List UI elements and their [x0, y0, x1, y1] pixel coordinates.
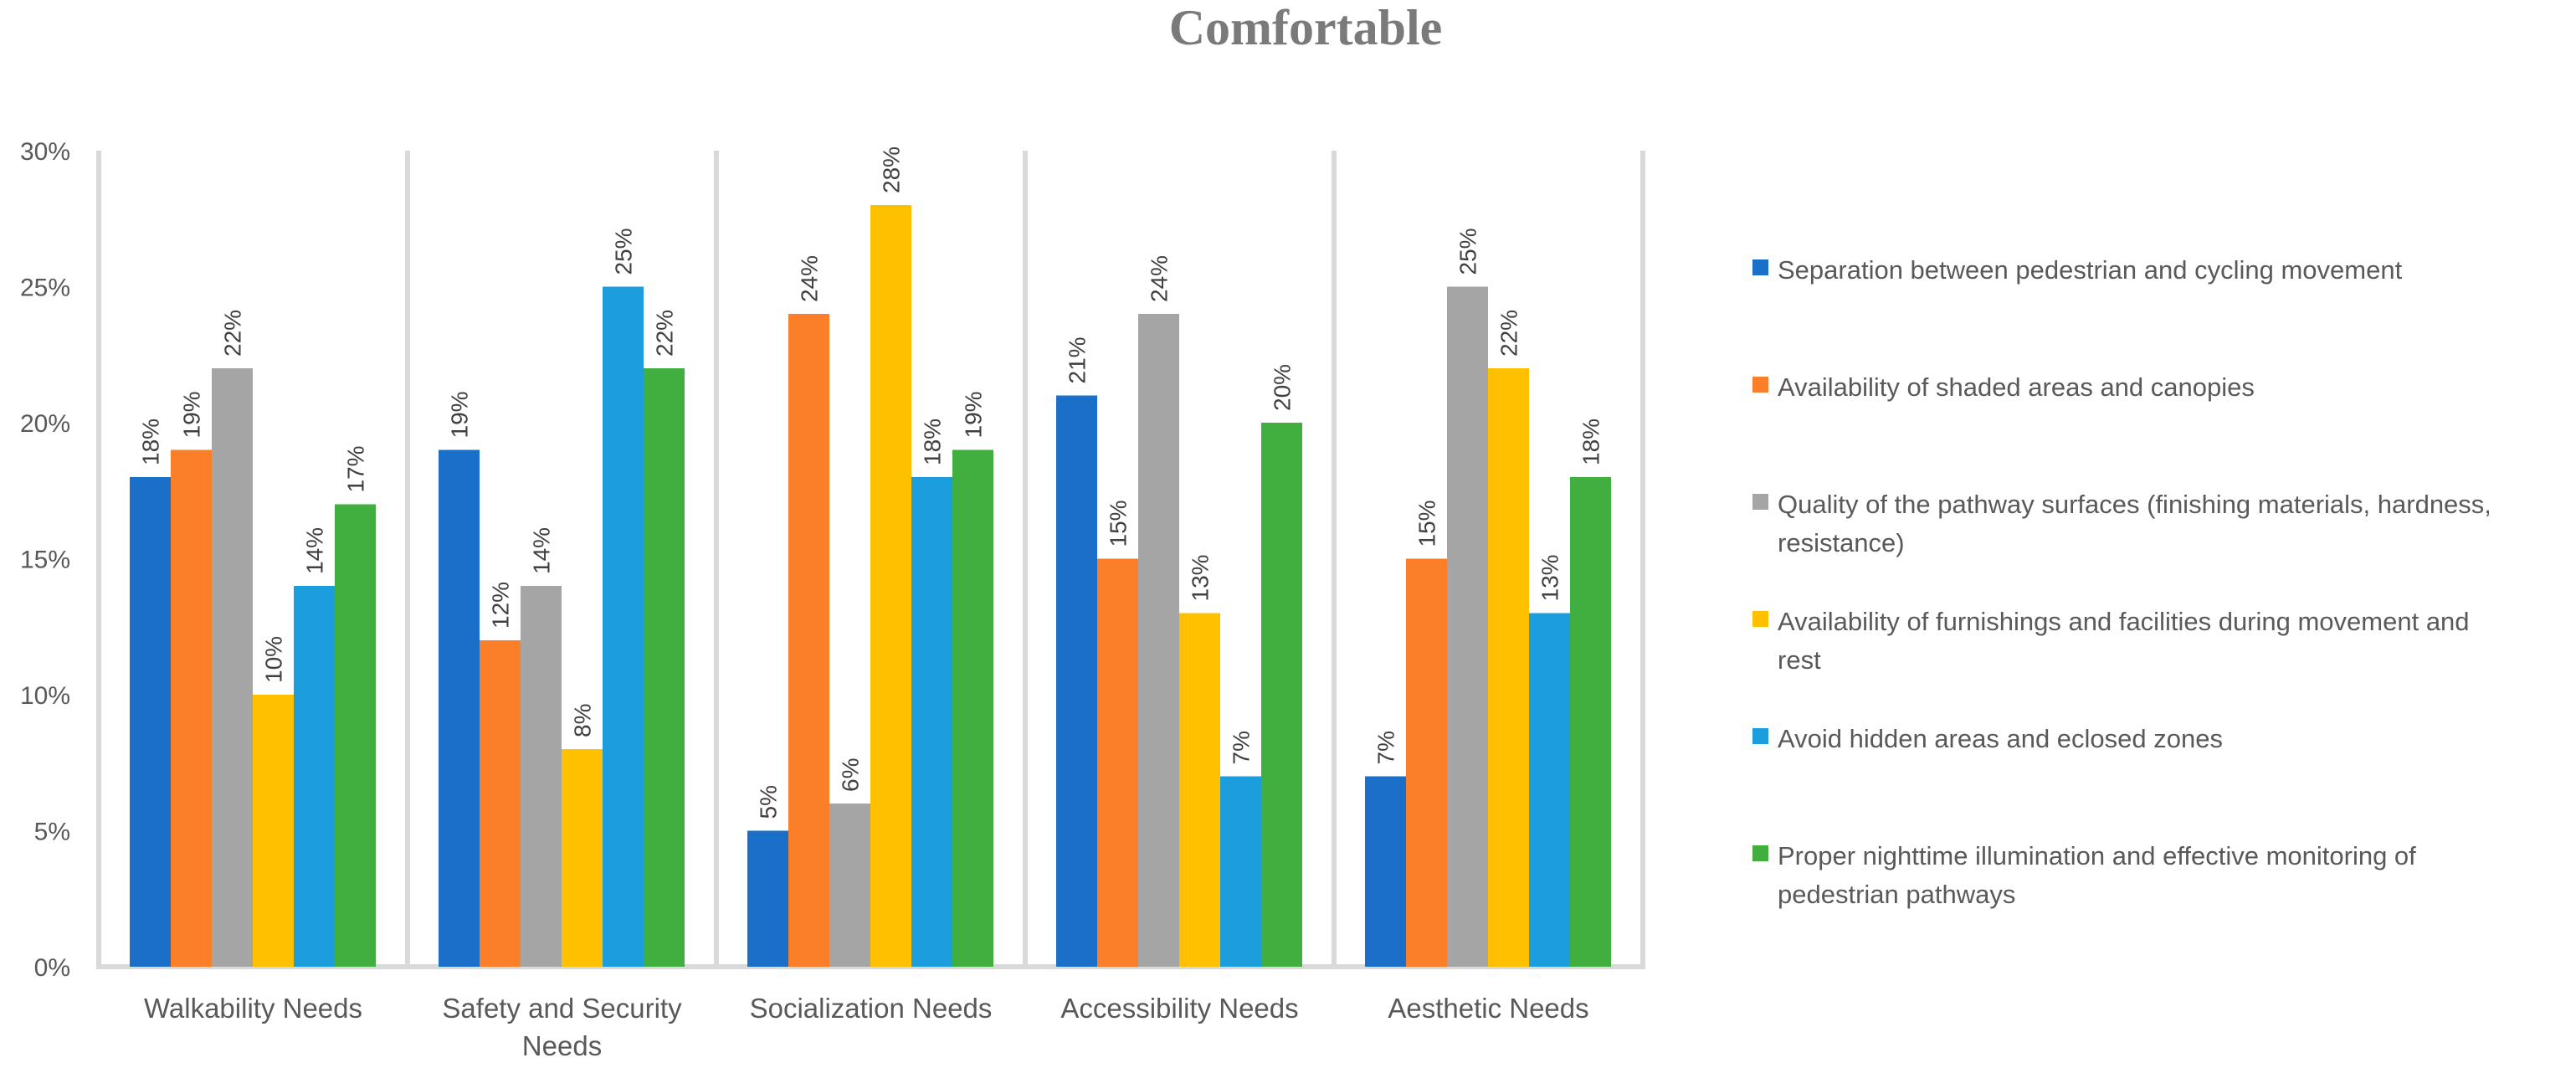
data-label: 7%: [1373, 731, 1399, 764]
bar: [1406, 558, 1447, 967]
bar: [1447, 286, 1488, 967]
y-tick-label: 20%: [20, 410, 70, 438]
data-label: 8%: [570, 704, 596, 737]
bar: [521, 586, 562, 967]
bar: [253, 695, 294, 967]
bar: [952, 449, 993, 967]
data-label: 22%: [652, 310, 678, 357]
legend-swatch: [1752, 377, 1768, 393]
x-category-label: Accessibility Needs: [1060, 993, 1298, 1024]
data-label: 10%: [261, 636, 287, 683]
data-label: 25%: [611, 228, 637, 275]
data-label: 13%: [1188, 554, 1214, 601]
bar: [1488, 368, 1529, 967]
data-label: 19%: [447, 391, 473, 438]
bar: [870, 205, 911, 967]
y-tick-label: 30%: [20, 138, 70, 166]
bar: [1529, 613, 1570, 967]
legend-label: Availability of furnishings and faciliti…: [1778, 607, 2470, 675]
data-label: 5%: [756, 785, 782, 819]
bar: [603, 286, 644, 967]
legend-label: Proper nighttime illumination and effect…: [1778, 841, 2416, 909]
legend-swatch: [1752, 611, 1768, 627]
legend-swatch: [1752, 494, 1768, 510]
axes: 0% 5% 10% 15% 20% 25% 30% Walkability Needs Safe…: [20, 138, 1645, 1061]
data-label: 25%: [1455, 228, 1481, 275]
y-tick-label: 10%: [20, 682, 70, 710]
data-label: 6%: [838, 758, 864, 792]
data-label: 14%: [529, 527, 555, 574]
legend-swatch: [1752, 845, 1768, 861]
bar: [439, 449, 480, 967]
data-label: 13%: [1537, 554, 1563, 601]
bar: [1365, 776, 1406, 967]
x-category-label: Safety and Security Needs: [442, 993, 682, 1061]
bar: [1220, 776, 1261, 967]
data-label: 14%: [302, 527, 328, 574]
bar: [130, 477, 171, 967]
bar: [480, 640, 521, 967]
legend-label: Avoid hidden areas and eclosed zones: [1778, 724, 2223, 753]
y-tick-label: 5%: [34, 819, 70, 846]
legend-label: Availability of shaded areas and canopie…: [1778, 372, 2255, 402]
bar: [294, 586, 335, 967]
bar: [1179, 613, 1220, 967]
bar: [747, 830, 788, 967]
data-labels: 18% 19% 5% 21% 7% 19% 12% 24% 15% 15% 22% 14% 6% 24% 2…: [138, 146, 1604, 819]
bar: [1261, 423, 1302, 967]
data-label: 19%: [179, 391, 205, 438]
bar: [212, 368, 253, 967]
bar: [335, 504, 376, 967]
bar: [171, 449, 212, 967]
legend-swatch: [1752, 728, 1768, 744]
bar: [562, 749, 603, 967]
bar: [911, 477, 952, 967]
x-category-label: Socialization Needs: [750, 993, 993, 1024]
bar: [1097, 558, 1138, 967]
data-label: 19%: [961, 391, 987, 438]
bar: [1056, 395, 1097, 967]
x-category-label: Walkability Needs: [144, 993, 362, 1024]
data-label: 18%: [1578, 418, 1604, 465]
data-label: 18%: [138, 418, 164, 465]
y-tick-label: 15%: [20, 547, 70, 574]
chart-title: Comfortable: [1169, 0, 1443, 55]
data-label: 22%: [220, 310, 246, 357]
bar: [644, 368, 685, 967]
legend-swatch: [1752, 259, 1768, 275]
data-label: 7%: [1229, 731, 1255, 764]
bar: [788, 314, 829, 967]
data-label: 12%: [488, 582, 514, 629]
bars: [130, 205, 1611, 967]
data-label: 24%: [797, 255, 823, 302]
data-label: 22%: [1496, 310, 1522, 357]
data-label: 24%: [1147, 255, 1173, 302]
y-tick-label: 25%: [20, 275, 70, 302]
legend: Separation between pedestrian and cyclin…: [1752, 255, 2491, 909]
data-label: 28%: [879, 146, 905, 193]
bar: [1570, 477, 1611, 967]
legend-label: Separation between pedestrian and cyclin…: [1778, 255, 2403, 285]
data-label: 15%: [1414, 500, 1440, 547]
data-label: 18%: [920, 418, 946, 465]
data-label: 17%: [343, 445, 369, 492]
data-label: 20%: [1270, 364, 1296, 411]
data-label: 21%: [1065, 336, 1090, 383]
bar: [829, 804, 870, 967]
x-category-label: Aesthetic Needs: [1388, 993, 1588, 1024]
y-tick-label: 0%: [34, 954, 70, 982]
data-label: 15%: [1106, 500, 1131, 547]
bar: [1138, 314, 1179, 967]
legend-label: Quality of the pathway surfaces (finishi…: [1778, 490, 2491, 557]
